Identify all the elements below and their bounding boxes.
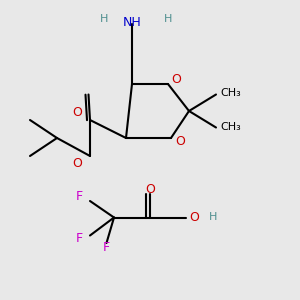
Text: H: H xyxy=(164,14,172,25)
Text: F: F xyxy=(75,232,82,245)
Text: H: H xyxy=(100,14,108,25)
Text: O: O xyxy=(189,211,199,224)
Text: O: O xyxy=(73,106,82,119)
Text: O: O xyxy=(73,157,82,170)
Text: O: O xyxy=(145,183,155,196)
Text: F: F xyxy=(103,241,110,254)
Text: NH: NH xyxy=(123,16,141,29)
Text: CH₃: CH₃ xyxy=(220,88,241,98)
Text: CH₃: CH₃ xyxy=(220,122,241,133)
Text: H: H xyxy=(208,212,217,223)
Text: O: O xyxy=(176,135,185,148)
Text: O: O xyxy=(171,73,181,86)
Text: F: F xyxy=(75,190,82,203)
